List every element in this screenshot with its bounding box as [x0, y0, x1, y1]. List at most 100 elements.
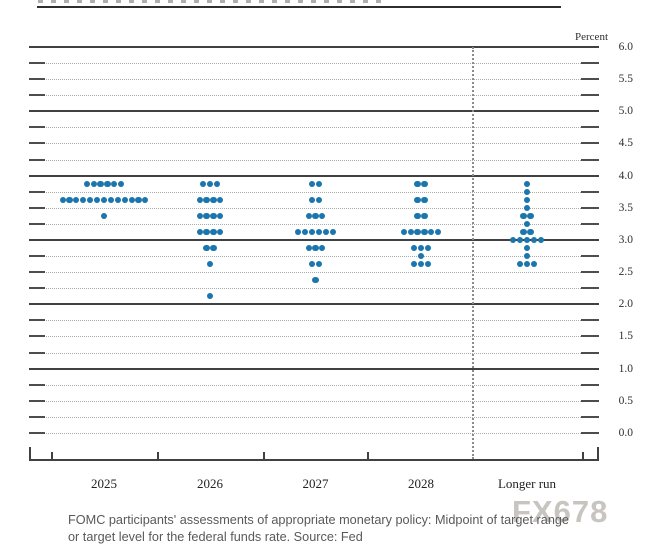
dot-2026-3.625: [217, 196, 224, 203]
dot-Longer-run-3.375: [520, 212, 527, 219]
x-axis-tick-0: [29, 447, 31, 459]
dot-Longer-run-3: [530, 236, 537, 244]
gridline-dotted-5.50: [29, 79, 599, 81]
dot-Longer-run-3.625: [523, 196, 531, 203]
y-axis-label-1.5: 1.5: [618, 330, 633, 343]
watermark-text: FX678: [512, 494, 609, 529]
dot-2028-2.875: [424, 244, 431, 252]
y-axis-label-2.0: 2.0: [618, 298, 633, 311]
dot-Longer-run-2.625: [530, 261, 537, 268]
dot-2026-3.375: [210, 212, 217, 219]
y-axis-label-5.0: 5.0: [618, 105, 633, 118]
dot-Longer-run-2.625: [523, 261, 531, 268]
gridline-right-dash-2.25: [581, 287, 599, 290]
chart-caption: FOMC participants' assessments of approp…: [68, 512, 628, 545]
dot-Longer-run-3: [510, 236, 517, 244]
gridline-left-dash-2.75: [29, 255, 45, 258]
dot-Longer-run-3.25: [523, 220, 531, 227]
dot-2026-3.875: [200, 180, 207, 187]
dot-Longer-run-3.75: [523, 188, 531, 195]
caption-line-2: or target level for the federal funds ra…: [68, 529, 363, 544]
longer-run-separator: [472, 47, 474, 459]
dot-2027-3.875: [315, 180, 323, 187]
dot-2027-3.625: [315, 196, 323, 203]
dot-2028-3.125: [400, 228, 407, 236]
dot-2026-3.125: [203, 228, 210, 236]
gridline-dotted-4.75: [29, 127, 599, 129]
x-axis-label-2025: 2025: [91, 476, 117, 491]
dot-2027-3.375: [312, 212, 319, 219]
dot-2025-3.625: [100, 196, 108, 203]
gridline-left-dash-2.50: [29, 271, 45, 274]
y-axis-unit-label: Percent: [575, 31, 608, 43]
y-axis-label-2.5: 2.5: [618, 266, 633, 279]
gridline-right-dash-5.50: [581, 78, 599, 81]
gridline-dotted-4.25: [29, 159, 599, 161]
gridline-right-dash-4.50: [581, 142, 599, 145]
dot-2026-3.375: [203, 212, 210, 219]
dot-2028-3.375: [414, 212, 421, 219]
gridline-dotted-0.75: [29, 384, 599, 386]
dot-2027-3.125: [329, 228, 336, 236]
dot-Longer-run-3: [517, 236, 524, 244]
dot-2028-3.125: [421, 228, 428, 236]
dot-2027-3.375: [319, 212, 326, 219]
dot-2025-3.625: [59, 196, 66, 203]
dot-Longer-run-3: [537, 236, 544, 244]
gridline-right-dash-3.75: [581, 190, 599, 193]
gridline-left-dash-5.25: [29, 94, 45, 97]
x-axis-line: [29, 459, 599, 461]
dot-2026-3.375: [217, 212, 224, 219]
dot-2027-2.875: [312, 244, 319, 252]
dot-Longer-run-3.125: [527, 228, 534, 236]
gridline-dotted-5.75: [29, 63, 599, 65]
dot-2025-3.875: [104, 180, 111, 187]
gridline-right-dash-5.25: [581, 94, 599, 97]
x-axis-tick-4: [367, 452, 369, 459]
gridline-dotted-0.50: [29, 400, 599, 402]
dot-2028-3.875: [414, 180, 421, 187]
dot-2025-3.875: [83, 180, 90, 187]
dot-2026-3.125: [196, 228, 203, 236]
gridline-dotted-1.50: [29, 336, 599, 338]
dot-2028-3.125: [414, 228, 421, 236]
dot-2027-3.125: [302, 228, 309, 236]
dot-2025-3.625: [128, 196, 135, 203]
dot-2026-3.625: [203, 196, 210, 203]
x-axis-label-Longer-run: Longer run: [497, 476, 557, 491]
dot-2026-2.125: [206, 293, 214, 300]
gridline-solid-5.00: [29, 110, 599, 113]
gridline-solid-2.00: [29, 303, 599, 306]
dot-2027-2.875: [319, 244, 326, 252]
dot-2028-3.125: [407, 228, 414, 236]
gridline-left-dash-2.25: [29, 287, 45, 290]
dot-2028-3.625: [414, 196, 421, 203]
gridline-right-dash-4.75: [581, 126, 599, 129]
gridline-right-dash-1.75: [581, 319, 599, 322]
dot-2025-3.875: [97, 180, 104, 187]
x-axis-tick-6: [597, 447, 599, 459]
gridline-dotted-5.25: [29, 95, 599, 97]
dot-2025-3.625: [135, 196, 142, 203]
x-axis-tick-5: [582, 452, 584, 459]
dot-2025-3.875: [90, 180, 97, 187]
dot-2027-3.125: [315, 228, 323, 236]
dot-Longer-run-3.875: [523, 180, 531, 187]
gridline-left-dash-4.25: [29, 158, 45, 161]
y-axis-label-0.0: 0.0: [618, 426, 633, 439]
gridline-left-dash-4.75: [29, 126, 45, 129]
gridline-dotted-2.50: [29, 272, 599, 274]
dot-2026-3.875: [206, 180, 214, 187]
y-axis-label-3.0: 3.0: [618, 233, 633, 246]
gridline-solid-1.00: [29, 367, 599, 370]
dot-2026-3.625: [210, 196, 217, 203]
clipped-header-text-fragments: [38, 0, 386, 3]
dot-2025-3.875: [111, 180, 118, 187]
dot-Longer-run-3.5: [523, 204, 531, 211]
gridline-left-dash-0.25: [29, 415, 45, 418]
dot-2027-3.125: [308, 228, 316, 236]
gridline-left-dash-0.50: [29, 399, 45, 402]
gridline-right-dash-0.25: [581, 415, 599, 418]
gridline-dotted-4.50: [29, 143, 599, 145]
